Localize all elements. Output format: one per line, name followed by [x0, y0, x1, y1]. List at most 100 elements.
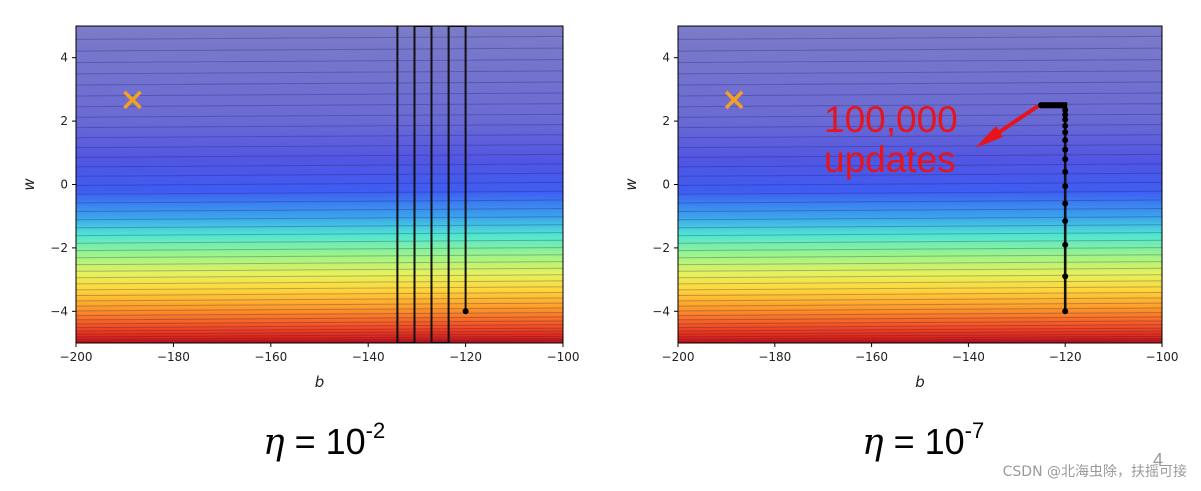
- caption-exponent: -2: [365, 418, 386, 443]
- contour-line: [76, 254, 563, 259]
- descent-point: [1062, 200, 1069, 207]
- y-tick-label: 2: [60, 114, 68, 128]
- descent-point: [1062, 156, 1069, 163]
- contour-line: [76, 324, 563, 329]
- contour-line: [76, 103, 563, 108]
- contour-line: [76, 35, 563, 40]
- contour-line: [678, 144, 1162, 149]
- x-tick-label: −180: [157, 350, 190, 364]
- contour-line: [76, 224, 563, 229]
- contour-line: [76, 70, 563, 75]
- descent-cluster: [1040, 102, 1068, 109]
- contour-line: [678, 81, 1162, 86]
- contour-line: [678, 337, 1162, 342]
- contour-line: [76, 153, 563, 158]
- eta-symbol: η: [263, 422, 285, 463]
- x-tick-label: −180: [758, 350, 791, 364]
- contour-line: [76, 307, 563, 312]
- contour-line: [678, 172, 1162, 177]
- y-tick-label: 4: [662, 51, 670, 65]
- contour-line: [678, 292, 1162, 297]
- contour-line: [76, 267, 563, 272]
- descent-point: [1062, 168, 1069, 175]
- contour-chart-left: −200 −180 −160 −140 −120 −100 −4 −2 0 2 4 b w: [20, 25, 579, 391]
- contour-line: [76, 320, 563, 325]
- contour-line: [76, 92, 563, 97]
- descent-point: [1062, 217, 1069, 224]
- contour-line: [76, 312, 563, 317]
- contour-line: [76, 333, 563, 338]
- descent-point: [1062, 183, 1069, 190]
- contour-line: [678, 307, 1162, 312]
- descent-point: [1062, 129, 1069, 136]
- x-tick-label: −120: [449, 350, 482, 364]
- contour-line: [678, 239, 1162, 244]
- contour-line: [678, 327, 1162, 332]
- contour-line: [678, 59, 1162, 64]
- contour-line: [76, 247, 563, 252]
- contour-line: [678, 153, 1162, 158]
- contour-line: [678, 181, 1162, 186]
- contour-line: [678, 339, 1162, 343]
- contour-line: [76, 134, 563, 139]
- contour-fill: [678, 26, 1162, 343]
- contour-line: [678, 254, 1162, 259]
- contour-line: [678, 267, 1162, 272]
- contour-line: [76, 316, 563, 321]
- contour-line: [678, 134, 1162, 139]
- arrow-head: [975, 126, 1003, 148]
- contour-chart-right: −200 −180 −160 −140 −120 −100 −4 −2 0 2 4 b w: [622, 25, 1179, 391]
- y-axis-label: w: [20, 178, 38, 191]
- contour-line: [678, 280, 1162, 285]
- contour-line: [678, 297, 1162, 302]
- learning-rate-caption-left: η = 10-2: [263, 418, 385, 463]
- contour-line: [678, 124, 1162, 129]
- contour-line: [678, 216, 1162, 221]
- y-tick-label: −4: [652, 304, 670, 318]
- contour-line: [678, 47, 1162, 52]
- contour-line: [76, 239, 563, 244]
- contour-line: [76, 113, 563, 118]
- contour-line: [678, 163, 1162, 168]
- contour-line: [678, 286, 1162, 291]
- plot-area: [76, 26, 563, 343]
- contour-line: [76, 124, 563, 129]
- descent-point: [1062, 273, 1069, 280]
- contour-line: [76, 232, 563, 237]
- contour-line: [678, 316, 1162, 321]
- contour-line: [678, 261, 1162, 266]
- caption-equals: = 10: [284, 421, 366, 462]
- minimum-marker-stroke: [724, 90, 744, 110]
- contour-line: [678, 113, 1162, 118]
- contour-line: [678, 333, 1162, 338]
- contour-line: [76, 172, 563, 177]
- descent-point: [1062, 122, 1069, 129]
- contour-line: [76, 337, 563, 342]
- contour-line: [76, 274, 563, 279]
- contour-line: [76, 302, 563, 307]
- x-axis-label: b: [315, 373, 325, 391]
- contour-line: [678, 224, 1162, 229]
- contour-line: [678, 92, 1162, 97]
- y-tick-label: 4: [60, 51, 68, 65]
- annotation-line-2: updates: [824, 139, 956, 180]
- contour-line: [678, 190, 1162, 195]
- x-tick-label: −120: [1049, 350, 1082, 364]
- contour-line: [76, 216, 563, 221]
- descent-point: [1062, 111, 1069, 118]
- y-tick-label: −2: [50, 241, 68, 255]
- contour-line: [678, 103, 1162, 108]
- contour-line: [678, 232, 1162, 237]
- x-tick-label: −100: [1146, 350, 1179, 364]
- x-tick-label: −140: [952, 350, 985, 364]
- descent-point: [1062, 146, 1069, 153]
- caption-exponent: -7: [964, 418, 985, 443]
- contour-line: [76, 292, 563, 297]
- caption-equals: = 10: [883, 421, 965, 462]
- contour-line: [76, 163, 563, 168]
- contour-line: [678, 330, 1162, 335]
- descent-point: [1062, 116, 1069, 123]
- y-axis-label: w: [622, 178, 640, 191]
- annotation-arrow: [975, 104, 1040, 148]
